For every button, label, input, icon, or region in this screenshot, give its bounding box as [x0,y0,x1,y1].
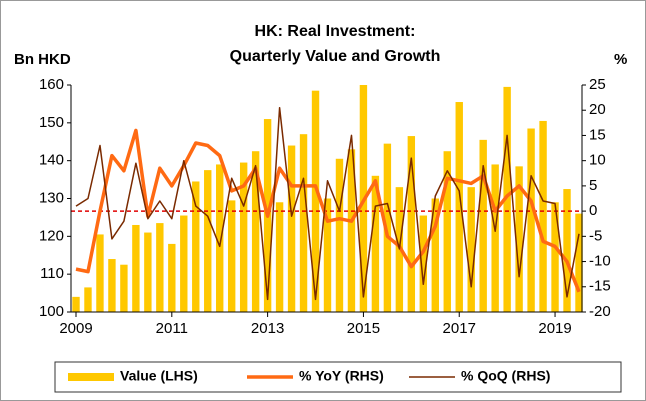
bar [335,158,344,312]
bar [108,259,116,312]
bar [575,213,583,312]
bar [227,200,236,312]
bar [204,170,212,312]
bar [419,215,428,312]
y-tick-label: 120 [39,227,64,244]
bar [216,164,224,312]
legend-label: % QoQ (RHS) [461,368,550,384]
bar [323,198,332,312]
y2-tick-label: -20 [589,303,611,320]
bar [479,139,487,312]
line-series [75,106,580,301]
y-tick-label: 160 [39,76,64,93]
y-axis-label: Bn HKD [14,51,71,68]
legend-box [54,361,622,393]
bar [132,224,140,312]
bar [144,232,152,312]
bar [539,120,547,312]
y2-tick-label: 5 [589,177,597,194]
bar [156,223,164,312]
bar [371,175,380,312]
bar [563,189,571,312]
bar [84,287,92,312]
line-series [75,128,581,293]
legend-label: Value (LHS) [120,368,198,384]
bar [407,136,416,312]
bar [431,198,439,312]
bar [467,187,475,312]
legend-label: % YoY (RHS) [299,368,384,384]
bar [168,243,176,312]
legend-swatch [68,373,114,381]
x-tick-label: 2013 [251,320,284,337]
bar [551,202,559,312]
bar [455,102,463,313]
y-tick-label: 110 [40,265,64,282]
y2-tick-label: -15 [589,278,611,295]
bar [491,164,499,312]
x-tick-label: 2017 [443,320,476,337]
x-tick-label: 2009 [59,320,92,337]
y2-tick-label: 15 [589,126,606,143]
y-tick-label: 150 [39,114,64,131]
x-tick-label: 2019 [538,320,571,337]
bar [72,296,80,312]
y2-tick-label: 0 [589,202,597,219]
bar [239,162,248,312]
bar [347,149,356,312]
bar [275,202,284,312]
bar [527,128,535,312]
y2-tick-label: -10 [589,253,611,270]
x-tick-label: 2011 [156,320,188,337]
chart-title: HK: Real Investment: [255,23,416,40]
bar [96,234,104,312]
bar [180,215,188,312]
chart-title: Quarterly Value and Growth [230,48,441,65]
bar [311,90,320,312]
x-tick-label: 2015 [347,320,380,337]
bar [251,151,260,312]
bar [383,143,392,312]
bar [287,145,296,312]
y2-tick-label: -5 [589,227,602,244]
bar [443,151,451,312]
y2-axis-label: % [614,51,627,68]
bar [299,134,308,312]
y2-tick-label: 20 [589,101,606,118]
bar [503,86,511,313]
bar [515,166,523,312]
y-tick-label: 130 [39,189,64,206]
y2-tick-label: 10 [589,152,606,169]
bar [192,181,200,312]
bar [120,264,128,312]
y2-tick-label: 25 [589,76,606,93]
y-tick-label: 140 [39,152,64,169]
y-tick-label: 100 [39,303,64,320]
